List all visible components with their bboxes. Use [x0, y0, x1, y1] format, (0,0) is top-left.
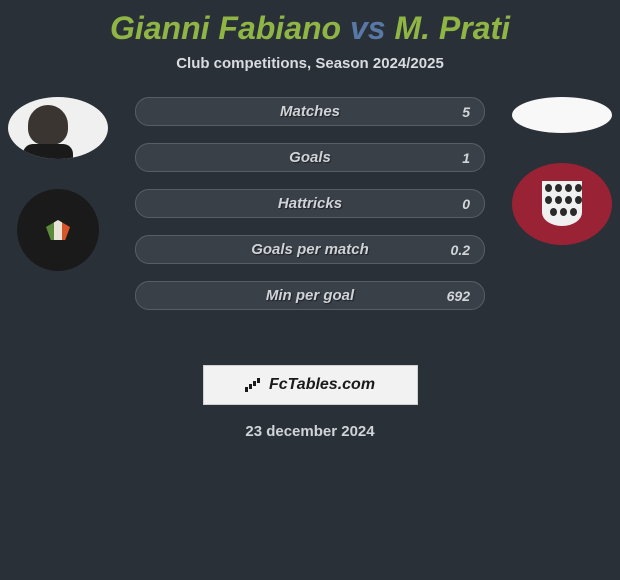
page-title: Gianni Fabiano vs M. Prati: [0, 0, 620, 47]
player2-photo: [512, 97, 612, 133]
stat-row-goals: Goals 1: [135, 143, 485, 172]
brand-text: FcTables.com: [269, 376, 375, 394]
stat-row-gpm: Goals per match 0.2: [135, 235, 485, 264]
stat-label: Matches: [280, 103, 340, 120]
stat-rows: Matches 5 Goals 1 Hattricks 0 Goals per …: [135, 97, 485, 310]
stat-value: 692: [447, 288, 470, 304]
stat-label: Hattricks: [278, 195, 342, 212]
left-player-column: [8, 97, 108, 271]
snapshot-date: 23 december 2024: [0, 423, 620, 440]
stat-value: 1: [462, 150, 470, 166]
stat-label: Min per goal: [266, 287, 354, 304]
stat-row-mpg: Min per goal 692: [135, 281, 485, 310]
player1-club-badge: [17, 189, 99, 271]
brand-chart-icon: [245, 378, 263, 392]
right-player-column: [512, 97, 612, 245]
player2-club-badge: [512, 163, 612, 245]
brand-badge: FcTables.com: [203, 365, 418, 405]
stat-label: Goals: [289, 149, 331, 166]
player1-photo: [8, 97, 108, 159]
stat-value: 5: [462, 104, 470, 120]
title-vs: vs: [350, 10, 386, 46]
stat-row-hattricks: Hattricks 0: [135, 189, 485, 218]
title-player1: Gianni Fabiano: [110, 10, 341, 46]
subtitle: Club competitions, Season 2024/2025: [0, 55, 620, 72]
title-player2: M. Prati: [394, 10, 510, 46]
stat-label: Goals per match: [251, 241, 369, 258]
comparison-panel: Matches 5 Goals 1 Hattricks 0 Goals per …: [0, 97, 620, 347]
stat-value: 0: [462, 196, 470, 212]
stat-value: 0.2: [451, 242, 470, 258]
stat-row-matches: Matches 5: [135, 97, 485, 126]
